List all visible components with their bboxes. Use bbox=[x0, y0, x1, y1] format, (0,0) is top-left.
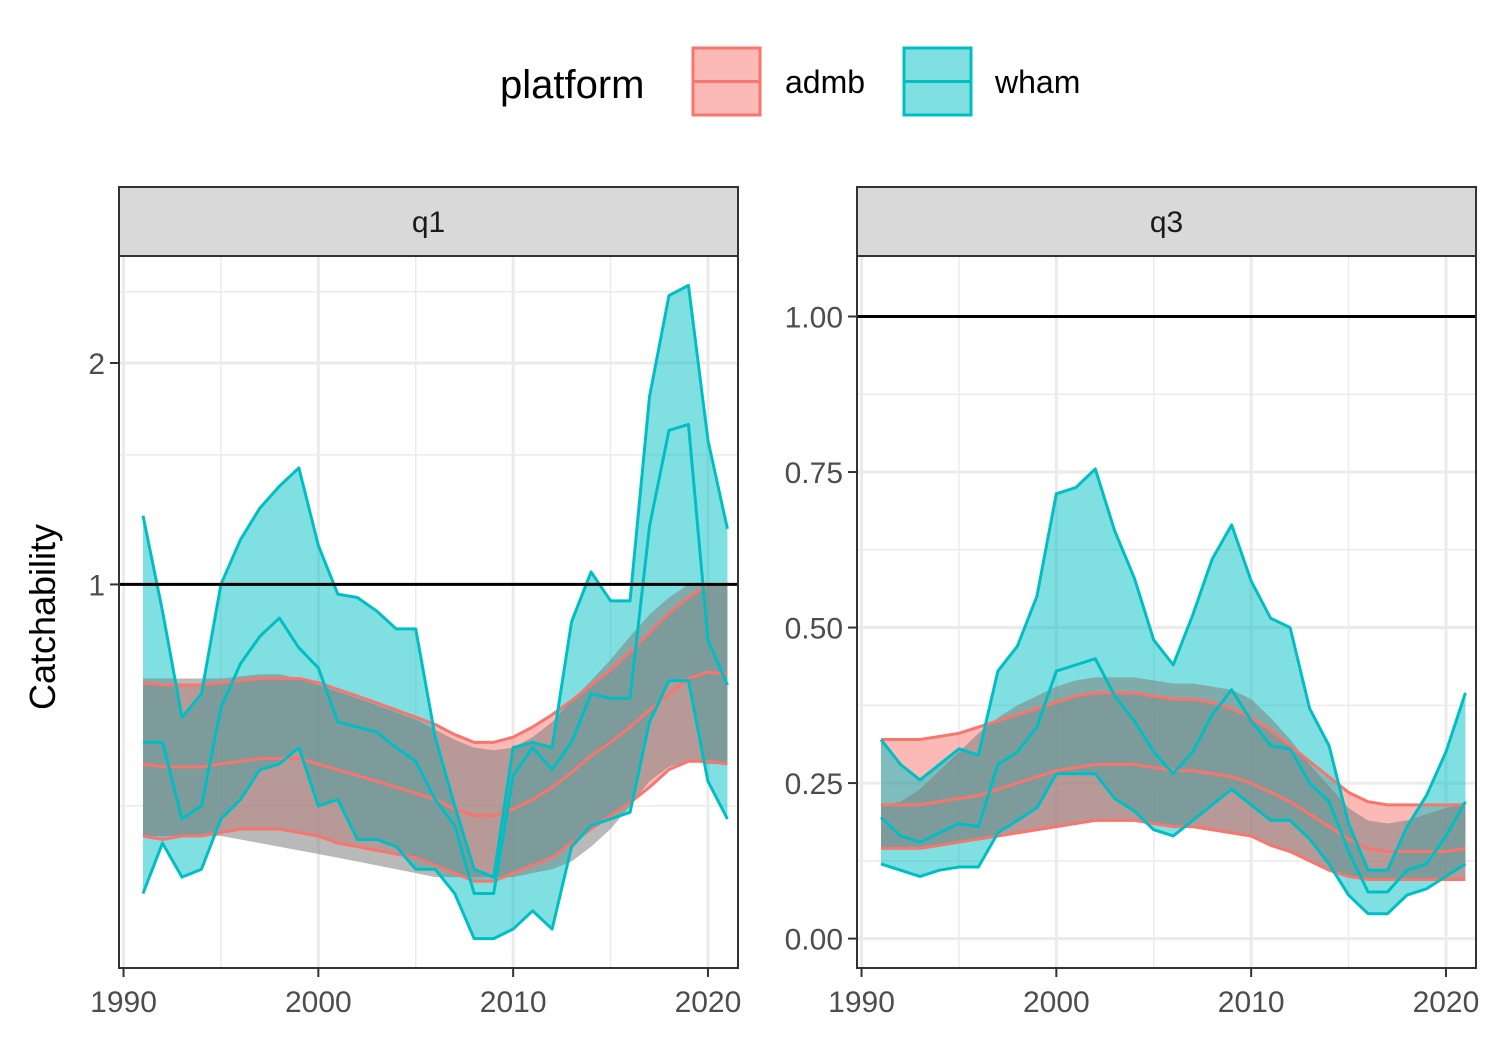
line-wham-mean bbox=[879, 657, 1467, 894]
strip-q1 bbox=[118, 186, 739, 257]
line-admb-lower bbox=[142, 759, 728, 883]
x-tick-label: 2000 bbox=[1023, 986, 1090, 1019]
y-tick-label: 0.25 bbox=[785, 768, 843, 801]
q3-lines bbox=[879, 467, 1467, 916]
q3-panel-border bbox=[856, 255, 1477, 969]
line-admb-lower bbox=[881, 818, 1466, 882]
x-tick-label: 2000 bbox=[285, 986, 352, 1019]
y-tick-label: 1 bbox=[88, 569, 105, 602]
legend-label-wham: wham bbox=[994, 64, 1080, 100]
q1-x-axis: 1990 2000 2010 2020 bbox=[90, 968, 741, 1019]
y-tick-label: 0.50 bbox=[785, 613, 843, 646]
panel-q3: q3 1990 2000 2010 2020 0.00 0.25 0.50 0.75 1.00 bbox=[785, 186, 1479, 1019]
q1-panel-border bbox=[118, 255, 739, 969]
x-tick-label: 2020 bbox=[675, 986, 742, 1019]
line-admb-upper bbox=[881, 691, 1466, 807]
y-axis-title: Catchability bbox=[22, 524, 63, 710]
line-wham-upper bbox=[141, 283, 729, 879]
x-tick-label: 1990 bbox=[828, 986, 895, 1019]
x-tick-label: 1990 bbox=[90, 986, 157, 1019]
strip-label-q1: q1 bbox=[412, 206, 445, 239]
y-tick-label: 0.75 bbox=[785, 457, 843, 490]
x-tick-label: 2020 bbox=[1413, 986, 1480, 1019]
y-tick-label: 1.00 bbox=[785, 301, 843, 334]
legend: platform admb wham bbox=[500, 46, 1080, 117]
line-wham-lower bbox=[141, 679, 729, 941]
x-tick-label: 2010 bbox=[480, 986, 547, 1019]
line-wham-lower bbox=[880, 772, 1467, 916]
strip-q3 bbox=[856, 186, 1477, 257]
line-wham-upper bbox=[879, 467, 1467, 872]
line-admb-upper bbox=[142, 582, 728, 744]
legend-label-admb: admb bbox=[785, 64, 865, 100]
q1-lines bbox=[141, 283, 729, 941]
q3-y-axis: 0.00 0.25 0.50 0.75 1.00 bbox=[785, 301, 857, 957]
line-admb-mean bbox=[881, 762, 1466, 854]
ribbon-overlap bbox=[881, 677, 1466, 880]
legend-key-wham bbox=[902, 46, 973, 117]
x-tick-label: 2010 bbox=[1218, 986, 1285, 1019]
line-wham-mean bbox=[143, 422, 729, 896]
q3-ribbons bbox=[881, 468, 1466, 914]
q1-y-axis: 12 bbox=[88, 348, 119, 602]
panel-q1: q1 1990 2000 2010 2020 12 bbox=[88, 186, 741, 1019]
y-tick-label: 0.00 bbox=[785, 924, 843, 957]
q3-x-axis: 1990 2000 2010 2020 bbox=[828, 968, 1479, 1019]
y-tick-label: 2 bbox=[88, 348, 105, 381]
strip-label-q3: q3 bbox=[1150, 206, 1183, 239]
legend-key-admb bbox=[691, 46, 762, 117]
legend-title: platform bbox=[500, 63, 645, 107]
